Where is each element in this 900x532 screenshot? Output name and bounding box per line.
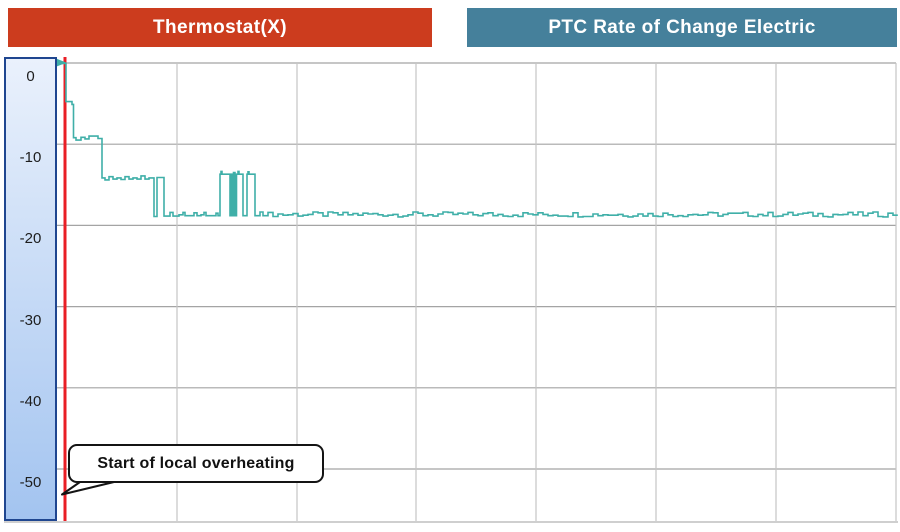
y-tick-label: -20 [19,230,42,248]
overheating-callout: Start of local overheating [68,444,324,483]
series-start-marker [56,58,67,67]
temperature-series-line [57,62,898,218]
y-axis-panel: 0 -10 -20 -30 -40 -50 [4,57,57,521]
y-tick-label: -50 [19,474,42,491]
y-tick-label: -30 [19,311,42,329]
callout-tail [61,481,115,496]
tab-ptc-rate-of-change[interactable]: PTC Rate of Change Electric [467,8,897,47]
vertical-gridlines [176,63,897,521]
y-tick-label: 0 [26,68,35,85]
y-tick-label: -40 [19,392,42,410]
tab-thermostat[interactable]: Thermostat(X) [8,8,432,47]
horizontal-gridlines [57,62,896,470]
y-tick-label: -10 [19,149,42,167]
